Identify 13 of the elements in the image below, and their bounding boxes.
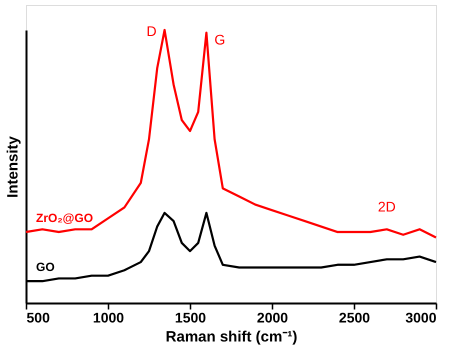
x-tick-label: 1500	[174, 310, 206, 326]
annotation: D	[146, 23, 157, 39]
series-label: GO	[36, 260, 55, 274]
x-tick-label: 1000	[92, 310, 124, 326]
y-axis-title: Intensity	[4, 136, 22, 198]
x-tick-label: 2500	[338, 310, 370, 326]
x-tick-label: 3000	[405, 310, 437, 326]
annotation: 2D	[378, 198, 396, 214]
annotation: G	[214, 32, 226, 48]
x-axis-title: Raman shift (cm⁻¹)	[166, 328, 298, 346]
x-tick-label: 500	[26, 310, 50, 326]
x-tick-label: 2000	[256, 310, 288, 326]
series-label: ZrO₂@GO	[36, 211, 94, 226]
